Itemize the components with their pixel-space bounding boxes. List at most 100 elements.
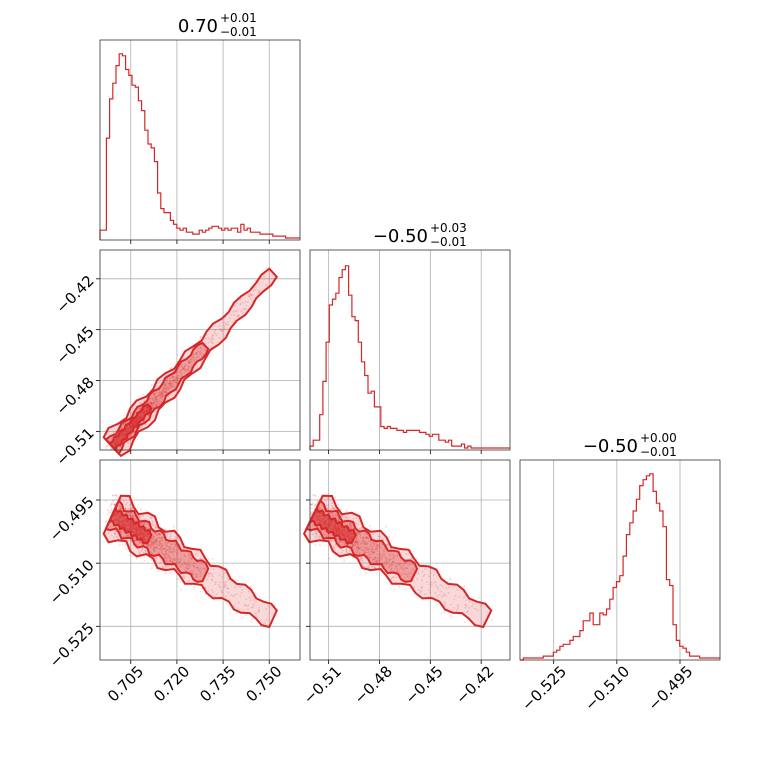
sample-point (166, 381, 169, 384)
sample-point (174, 378, 176, 381)
sample-point (163, 383, 166, 386)
sample-point (151, 399, 154, 401)
sample-point (187, 359, 190, 362)
panel-2-2 (553, 460, 681, 664)
sample-point (150, 402, 153, 404)
sample-point (244, 301, 247, 303)
sample-point (135, 557, 138, 560)
y-tick-label-2-1: −0.510 (46, 556, 98, 608)
sample-point (151, 402, 154, 404)
sample-point (173, 376, 176, 378)
sample-point (165, 391, 167, 394)
sample-point (257, 281, 260, 284)
panel-frame-2-2 (519, 459, 721, 661)
x-tick-label-2-2: −0.495 (644, 662, 696, 714)
sample-point (111, 436, 114, 438)
sample-point (159, 396, 162, 398)
sample-point (160, 391, 162, 394)
panel-1-0 (96, 250, 300, 454)
sample-point (188, 365, 190, 367)
sample-point (153, 393, 156, 396)
sample-point (183, 367, 185, 370)
sample-point (491, 619, 494, 621)
x-tick-label-1-3: −0.42 (452, 662, 497, 707)
sample-point (171, 385, 174, 387)
sample-point (257, 291, 260, 294)
sample-point (210, 337, 213, 340)
param-title-0: 0.70 +0.01−0.01 (178, 11, 257, 39)
sample-point (162, 389, 165, 392)
sample-point (190, 361, 193, 364)
sample-point (114, 430, 117, 432)
sample-point (162, 387, 164, 389)
sample-point (233, 305, 236, 307)
y-tick-label-1-3: −0.42 (52, 272, 97, 317)
sample-point (182, 367, 185, 370)
sample-point (129, 434, 132, 437)
sample-point (185, 369, 188, 372)
sample-point (154, 392, 157, 395)
sample-point (249, 293, 252, 295)
sample-point (162, 390, 165, 392)
sample-point (152, 406, 155, 409)
sample-point (211, 341, 213, 344)
x-tick-label-0-1: 0.720 (150, 662, 193, 705)
sample-point (182, 368, 184, 371)
sample-point (168, 382, 171, 384)
sample-point (193, 359, 196, 362)
sample-point (153, 401, 156, 404)
sample-point (158, 391, 161, 394)
sample-point (164, 390, 167, 393)
sample-point (111, 438, 113, 441)
scatter-1-0 (102, 266, 279, 458)
sample-point (120, 427, 123, 430)
sample-point (138, 407, 141, 410)
sample-point (163, 387, 166, 390)
sample-point (158, 393, 160, 395)
sample-point (153, 395, 156, 398)
sample-point (328, 557, 331, 560)
sample-point (229, 612, 232, 615)
sample-point (173, 525, 176, 528)
sample-point (170, 384, 173, 386)
sample-point (212, 338, 215, 341)
sample-point (122, 423, 125, 426)
panel-1-1 (328, 250, 482, 454)
sample-point (165, 381, 168, 384)
sample-point (127, 436, 130, 439)
sample-point (337, 503, 340, 506)
sample-point (221, 329, 224, 332)
sample-point (139, 402, 142, 405)
title-minus: −0.01 (220, 25, 257, 39)
sample-point (177, 578, 179, 580)
sample-point (237, 314, 240, 316)
sample-point (179, 373, 182, 375)
sample-point (202, 353, 205, 356)
sample-point (139, 407, 142, 410)
sample-point (158, 395, 161, 398)
sample-point (249, 297, 252, 300)
sample-point (162, 393, 165, 396)
sample-point (196, 356, 198, 358)
sample-point (178, 374, 181, 377)
sample-point (170, 393, 172, 396)
sample-point (235, 612, 238, 615)
sample-point (153, 401, 155, 404)
sample-point (192, 588, 195, 591)
sample-point (155, 404, 158, 407)
title-minus: −0.01 (430, 235, 467, 249)
title-value: −0.50 (583, 436, 638, 457)
sample-point (188, 361, 191, 364)
sample-point (250, 585, 252, 588)
sample-point (147, 400, 150, 403)
sample-point (312, 493, 314, 496)
sample-point (148, 398, 151, 401)
title-minus: −0.01 (640, 445, 677, 459)
sample-point (108, 511, 111, 514)
y-tick-label-2-2: −0.495 (46, 493, 98, 545)
sample-point (159, 397, 162, 400)
sample-point (384, 525, 387, 528)
histogram-2 (520, 473, 720, 661)
sample-point (143, 556, 146, 558)
